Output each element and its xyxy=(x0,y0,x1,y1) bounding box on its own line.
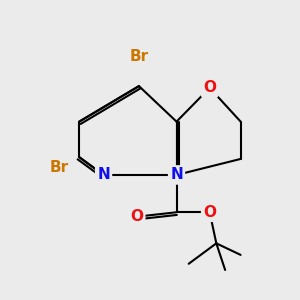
Text: Br: Br xyxy=(50,160,69,175)
Text: Br: Br xyxy=(129,49,148,64)
Text: N: N xyxy=(170,167,183,182)
Text: O: O xyxy=(203,205,216,220)
Text: N: N xyxy=(97,167,110,182)
Text: O: O xyxy=(130,209,143,224)
Text: O: O xyxy=(203,80,216,95)
